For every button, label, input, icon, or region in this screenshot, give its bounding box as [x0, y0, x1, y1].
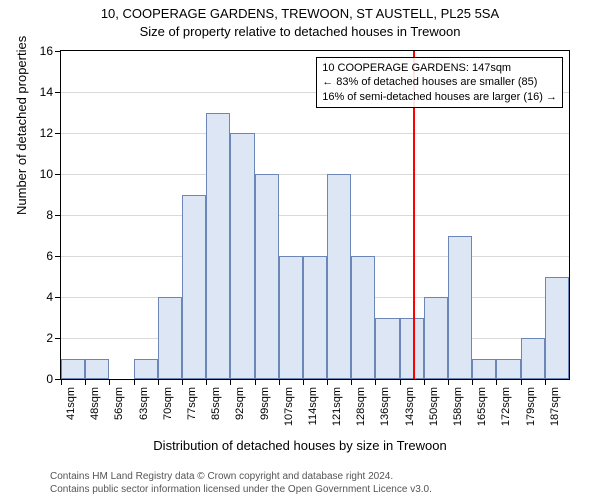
x-tick [545, 379, 546, 385]
histogram-bar [400, 318, 424, 380]
x-tick-label: 121sqm [331, 387, 343, 426]
histogram-bar [472, 359, 496, 380]
x-tick [182, 379, 183, 385]
x-tick [303, 379, 304, 385]
x-tick [85, 379, 86, 385]
chart-subtitle: Size of property relative to detached ho… [0, 24, 600, 39]
y-tick-label: 8 [46, 208, 53, 222]
x-tick-label: 85sqm [210, 387, 222, 420]
gridline [61, 215, 569, 216]
histogram-bar [545, 277, 569, 380]
x-tick [279, 379, 280, 385]
histogram-bar [327, 174, 351, 379]
x-tick-label: 187sqm [549, 387, 561, 426]
histogram-bar [182, 195, 206, 380]
chart-container: 10, COOPERAGE GARDENS, TREWOON, ST AUSTE… [0, 0, 600, 500]
x-tick [448, 379, 449, 385]
annotation-box: 10 COOPERAGE GARDENS: 147sqm ← 83% of de… [316, 57, 563, 108]
histogram-bar [496, 359, 520, 380]
y-tick [55, 215, 61, 216]
y-tick [55, 51, 61, 52]
x-tick-label: 143sqm [404, 387, 416, 426]
x-tick-label: 70sqm [162, 387, 174, 420]
y-tick-label: 16 [40, 44, 53, 58]
x-tick-label: 48sqm [89, 387, 101, 420]
histogram-bar [230, 133, 254, 379]
y-tick-label: 2 [46, 331, 53, 345]
x-tick [61, 379, 62, 385]
x-tick-label: 56sqm [113, 387, 125, 420]
x-tick [375, 379, 376, 385]
x-tick-label: 179sqm [525, 387, 537, 426]
y-tick [55, 92, 61, 93]
gridline [61, 174, 569, 175]
y-tick [55, 297, 61, 298]
x-tick [206, 379, 207, 385]
x-tick [472, 379, 473, 385]
x-tick-label: 158sqm [452, 387, 464, 426]
histogram-bar [61, 359, 85, 380]
y-tick [55, 133, 61, 134]
x-tick [351, 379, 352, 385]
histogram-bar [85, 359, 109, 380]
x-tick-label: 172sqm [500, 387, 512, 426]
histogram-bar [424, 297, 448, 379]
histogram-bar [448, 236, 472, 380]
x-tick-label: 114sqm [307, 387, 319, 425]
histogram-bar [255, 174, 279, 379]
x-tick [424, 379, 425, 385]
annotation-line: ← 83% of detached houses are smaller (85… [322, 75, 557, 89]
footer-line: Contains HM Land Registry data © Crown c… [50, 471, 432, 484]
histogram-bar [521, 338, 545, 379]
y-axis-label: Number of detached properties [14, 36, 29, 215]
histogram-bar [206, 113, 230, 380]
y-tick [55, 174, 61, 175]
annotation-line: 16% of semi-detached houses are larger (… [322, 90, 557, 104]
x-axis-label: Distribution of detached houses by size … [0, 438, 600, 453]
plot-area: 024681012141641sqm48sqm56sqm63sqm70sqm77… [60, 50, 570, 380]
x-tick-label: 165sqm [476, 387, 488, 426]
x-tick [255, 379, 256, 385]
x-tick-label: 107sqm [283, 387, 295, 426]
footer-line: Contains public sector information licen… [50, 484, 432, 497]
x-tick-label: 128sqm [355, 387, 367, 426]
gridline [61, 133, 569, 134]
histogram-bar [351, 256, 375, 379]
x-tick-label: 150sqm [428, 387, 440, 426]
y-tick-label: 0 [46, 372, 53, 386]
x-tick-label: 136sqm [379, 387, 391, 426]
x-tick [327, 379, 328, 385]
x-tick [496, 379, 497, 385]
x-tick-label: 63sqm [138, 387, 150, 420]
x-tick [158, 379, 159, 385]
x-tick [400, 379, 401, 385]
y-tick-label: 12 [40, 126, 53, 140]
x-tick-label: 92sqm [234, 387, 246, 420]
y-tick-label: 4 [46, 290, 53, 304]
y-tick [55, 338, 61, 339]
histogram-bar [279, 256, 303, 379]
footer-attribution: Contains HM Land Registry data © Crown c… [50, 471, 432, 496]
chart-title-address: 10, COOPERAGE GARDENS, TREWOON, ST AUSTE… [0, 6, 600, 21]
x-tick [521, 379, 522, 385]
x-tick [230, 379, 231, 385]
y-tick [55, 256, 61, 257]
histogram-bar [134, 359, 158, 380]
annotation-line: 10 COOPERAGE GARDENS: 147sqm [322, 61, 557, 75]
x-tick-label: 77sqm [186, 387, 198, 420]
x-tick-label: 41sqm [65, 387, 77, 420]
histogram-bar [158, 297, 182, 379]
x-tick [109, 379, 110, 385]
histogram-bar [375, 318, 399, 380]
y-tick-label: 10 [40, 167, 53, 181]
histogram-bar [303, 256, 327, 379]
y-tick-label: 6 [46, 249, 53, 263]
x-tick-label: 99sqm [259, 387, 271, 420]
y-tick-label: 14 [40, 85, 53, 99]
x-tick [134, 379, 135, 385]
